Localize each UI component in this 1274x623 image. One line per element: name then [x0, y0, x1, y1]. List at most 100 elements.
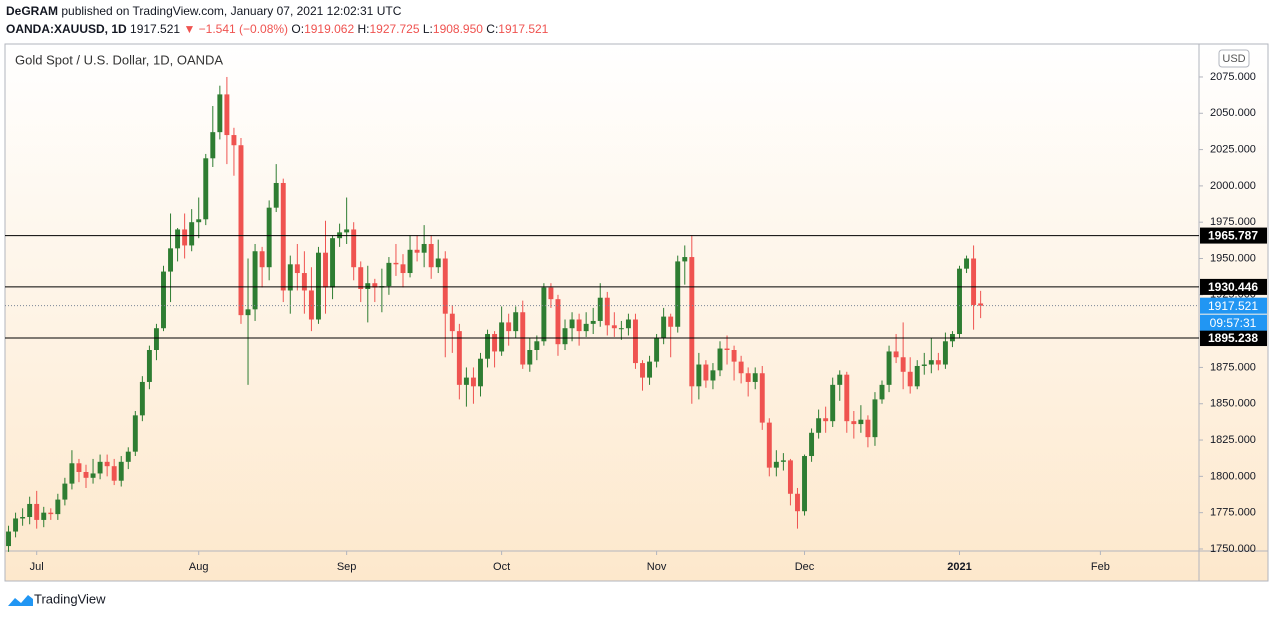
- candle-body: [576, 319, 582, 332]
- candle-body: [400, 264, 406, 274]
- high: 1927.725: [369, 22, 419, 36]
- candle-body: [478, 358, 483, 387]
- candle-body: [485, 334, 490, 359]
- open: 1919.062: [304, 22, 354, 36]
- candle-body: [534, 341, 540, 351]
- candle-body: [541, 287, 547, 342]
- candle-body: [358, 267, 364, 290]
- candle-body: [365, 283, 371, 290]
- hline-label-box: [1200, 330, 1267, 347]
- footer-brand: TradingView: [34, 591, 106, 606]
- candle-body: [780, 460, 786, 462]
- candle-body: [562, 328, 568, 345]
- candle-body: [964, 258, 970, 269]
- candle-body: [76, 463, 82, 472]
- hline-label-box: [1200, 227, 1267, 244]
- candle-body: [766, 422, 772, 468]
- candle-body: [316, 252, 321, 320]
- candle-body: [795, 493, 800, 512]
- candle-body: [266, 207, 272, 268]
- candle-body: [583, 323, 589, 332]
- candle-body: [132, 415, 138, 452]
- last: 1917.521: [130, 22, 180, 36]
- candle-body: [604, 297, 610, 326]
- hline-label: 1965.787: [1208, 229, 1258, 243]
- countdown: 09:57:31: [1210, 316, 1257, 330]
- candle-body: [372, 283, 378, 288]
- candle-body: [752, 373, 758, 382]
- y-tick-label: 2000.000: [1210, 180, 1256, 192]
- chart-background: [4, 43, 1269, 582]
- x-tick-label: Dec: [795, 561, 815, 573]
- candle-body: [879, 384, 885, 400]
- candle-body: [823, 418, 829, 422]
- candle-body: [435, 258, 441, 268]
- candle-body: [978, 303, 984, 306]
- candle-body: [886, 351, 892, 385]
- candle-body: [118, 461, 124, 481]
- candle-body: [731, 350, 737, 362]
- candle-body: [463, 377, 469, 385]
- candle-body: [111, 466, 117, 481]
- candle-body: [196, 219, 202, 223]
- y-tick-label: 2050.000: [1210, 107, 1256, 119]
- symbol: OANDA:XAUUSD, 1D: [6, 22, 127, 36]
- candle-body: [661, 316, 667, 339]
- candle-body: [640, 363, 645, 378]
- candle-body: [689, 257, 695, 387]
- candle-body: [647, 361, 653, 378]
- header-line-2: OANDA:XAUUSD, 1D 1917.521 ▼ −1.541 (−0.0…: [6, 22, 549, 36]
- candle-body: [914, 365, 920, 387]
- candle-body: [935, 360, 941, 365]
- candle-body: [323, 252, 328, 288]
- candle-body: [654, 338, 660, 362]
- candle-body: [928, 360, 934, 365]
- hline-label: 1895.238: [1208, 331, 1258, 345]
- candle-body: [738, 361, 744, 374]
- candle-body: [611, 325, 617, 329]
- candle-body: [618, 328, 624, 330]
- candle-body: [287, 264, 293, 291]
- candle-body: [872, 399, 878, 438]
- candle-body: [837, 374, 843, 385]
- candle-body: [717, 348, 723, 371]
- candle-body: [499, 322, 505, 352]
- candle-body: [625, 319, 631, 329]
- x-tick-label: Aug: [189, 561, 209, 573]
- author: DeGRAM: [6, 4, 58, 18]
- candle-body: [161, 271, 166, 329]
- candle-body: [675, 261, 681, 327]
- y-tick-label: 1850.000: [1210, 398, 1256, 410]
- candle-body: [851, 421, 857, 425]
- candle-body: [971, 258, 977, 305]
- high-label: H:: [357, 22, 369, 36]
- candle-body: [238, 145, 244, 316]
- open-label: O:: [291, 22, 304, 36]
- candle-body: [217, 94, 223, 133]
- candle-body: [168, 248, 174, 272]
- candle-body: [344, 229, 350, 233]
- candle-body: [294, 264, 300, 274]
- candle-body: [252, 251, 258, 310]
- candle-body: [449, 313, 455, 332]
- candle-body: [724, 348, 730, 351]
- candle-body: [590, 320, 596, 324]
- low-label: L:: [423, 22, 433, 36]
- close: 1917.521: [498, 22, 548, 36]
- candle-body: [62, 483, 68, 500]
- y-tick-label: 1775.000: [1210, 507, 1256, 519]
- low: 1908.950: [433, 22, 483, 36]
- candle-body: [351, 229, 357, 268]
- candle-body: [442, 258, 448, 314]
- x-tick-label: Jul: [30, 561, 44, 573]
- candle-body: [224, 94, 230, 136]
- candle-body: [830, 384, 836, 422]
- candle-body: [308, 290, 314, 320]
- close-label: C:: [486, 22, 498, 36]
- candle-body: [153, 328, 159, 351]
- candle-body: [470, 377, 476, 387]
- candle-body: [907, 371, 913, 387]
- candle-body: [97, 461, 103, 474]
